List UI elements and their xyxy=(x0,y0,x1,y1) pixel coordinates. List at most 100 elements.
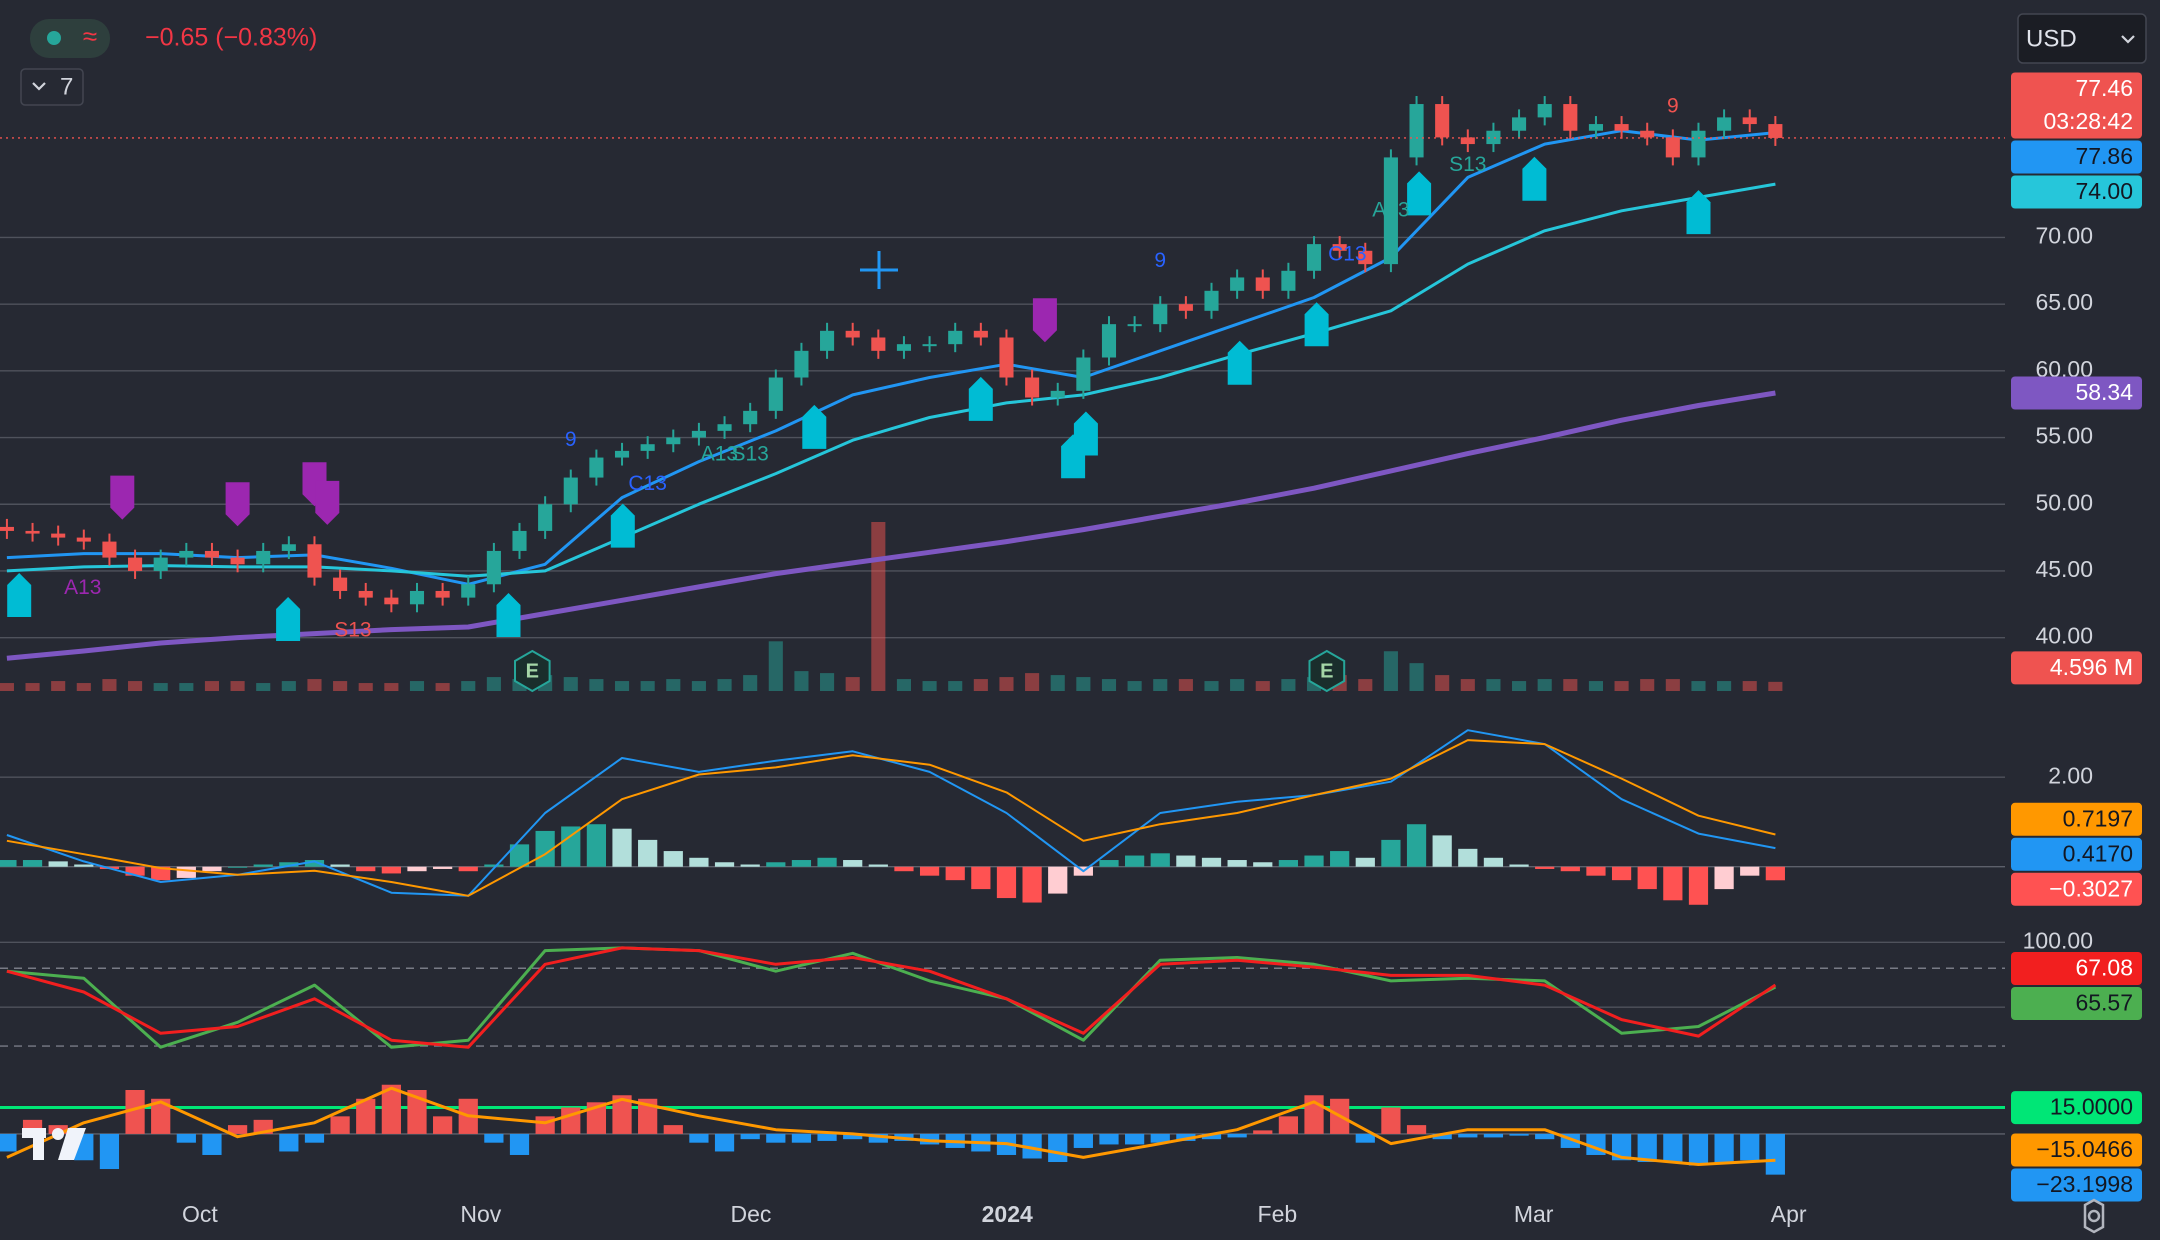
volume-bar xyxy=(743,675,758,691)
candle-body xyxy=(845,330,860,338)
histogram-bar xyxy=(279,1133,299,1152)
histogram-bar xyxy=(535,1116,555,1134)
histogram-bar xyxy=(279,862,299,867)
histogram-bar xyxy=(919,866,940,876)
histogram-bar xyxy=(22,860,43,867)
candle-body xyxy=(128,557,143,571)
badge-label: −15.0466 xyxy=(2036,1136,2133,1162)
candle-body xyxy=(1435,104,1450,138)
price-change: −0.65 (−0.83%) xyxy=(145,24,317,52)
badge-label: 58.34 xyxy=(2075,379,2133,405)
volume-bar xyxy=(563,677,578,691)
histogram-bar xyxy=(1022,1133,1042,1159)
histogram-bar xyxy=(356,1098,376,1134)
x-tick-label: 2024 xyxy=(982,1201,1033,1227)
price-badge xyxy=(2011,802,2142,836)
histogram-bar xyxy=(1483,1133,1504,1138)
volume-bar xyxy=(845,677,860,691)
logo[interactable] xyxy=(22,1128,86,1160)
candle-body xyxy=(1537,104,1552,118)
histogram-bar xyxy=(1611,1133,1632,1161)
histogram-bar xyxy=(74,864,94,867)
indicator-line xyxy=(6,1086,1776,1166)
histogram-bar xyxy=(1227,1133,1247,1138)
volume-bar xyxy=(640,681,655,691)
candle-body xyxy=(435,590,450,598)
signal-marker xyxy=(1522,156,1547,201)
histogram-bar xyxy=(304,860,325,867)
volume-bar xyxy=(896,679,912,691)
volume-bar xyxy=(102,679,117,691)
histogram-bar xyxy=(458,866,478,872)
histogram-bar xyxy=(1765,866,1785,881)
candle-body xyxy=(538,504,553,531)
price-badge xyxy=(2011,651,2142,685)
event-label: E xyxy=(526,660,539,682)
gear xyxy=(2083,1198,2105,1234)
logo-part xyxy=(33,1128,44,1160)
histogram-bar xyxy=(766,862,786,867)
candle-body xyxy=(614,450,630,458)
volume-bar xyxy=(486,677,501,691)
badge-label: 77.46 xyxy=(2075,75,2133,101)
price-badge xyxy=(2011,376,2142,410)
histogram-bar xyxy=(176,866,196,878)
candle-body xyxy=(922,344,937,347)
histogram-bar xyxy=(1611,866,1632,881)
signal-marker xyxy=(802,404,827,449)
histogram-bar xyxy=(1663,866,1683,901)
histogram-bar xyxy=(48,861,68,867)
volume-bar xyxy=(1101,679,1117,691)
histogram-bar xyxy=(689,1133,709,1143)
histogram-bar xyxy=(1150,853,1170,867)
histogram-bar xyxy=(1278,1116,1299,1134)
price-badge xyxy=(2011,1091,2142,1125)
volume-bar xyxy=(1537,679,1552,691)
histogram-bar xyxy=(1253,1130,1273,1134)
histogram-bar xyxy=(971,866,991,890)
histogram-bar xyxy=(227,866,248,868)
currency-select[interactable] xyxy=(2017,13,2147,64)
annotation: 9 xyxy=(1154,249,1166,272)
price-badge xyxy=(2011,140,2142,174)
indicator-pill[interactable] xyxy=(30,19,110,58)
histogram-bar xyxy=(1253,862,1273,867)
collapse-button[interactable] xyxy=(20,68,84,106)
logo-part xyxy=(58,1128,86,1160)
volume-bar xyxy=(358,683,373,691)
histogram-bar xyxy=(1765,1133,1785,1175)
candle-body xyxy=(1614,124,1629,131)
signal-marker xyxy=(7,573,32,617)
volume-bar xyxy=(871,522,886,691)
histogram-bar xyxy=(1125,855,1145,867)
annotation: S13 xyxy=(731,442,768,465)
volume-bar xyxy=(1153,679,1168,691)
histogram-bar xyxy=(151,1098,171,1134)
indicator-line xyxy=(6,129,1776,586)
event-label: E xyxy=(1320,660,1333,682)
histogram-bar xyxy=(612,1095,632,1134)
histogram-bar xyxy=(1740,1133,1760,1161)
price-badge xyxy=(2011,175,2142,209)
candle-body xyxy=(1306,244,1322,271)
annotation: 9 xyxy=(565,428,577,451)
candle-body xyxy=(1409,104,1424,158)
badge-label: 77.86 xyxy=(2075,143,2133,169)
histogram-bar xyxy=(1330,851,1350,867)
volume-bar xyxy=(794,671,809,691)
volume-bar xyxy=(614,681,630,691)
volume-bar xyxy=(922,681,937,691)
volume-bar xyxy=(25,683,40,691)
histogram-bar xyxy=(1458,848,1478,867)
candle-body xyxy=(1153,304,1168,325)
cursor-cross xyxy=(860,251,898,289)
volume-bar xyxy=(1076,677,1091,691)
histogram-bar xyxy=(817,857,837,867)
candle-body xyxy=(486,550,501,585)
candle-body xyxy=(1101,324,1117,358)
price-badge xyxy=(2011,872,2142,906)
x-tick-label: Apr xyxy=(1771,1201,1807,1227)
settings-button[interactable] xyxy=(2083,1198,2105,1234)
